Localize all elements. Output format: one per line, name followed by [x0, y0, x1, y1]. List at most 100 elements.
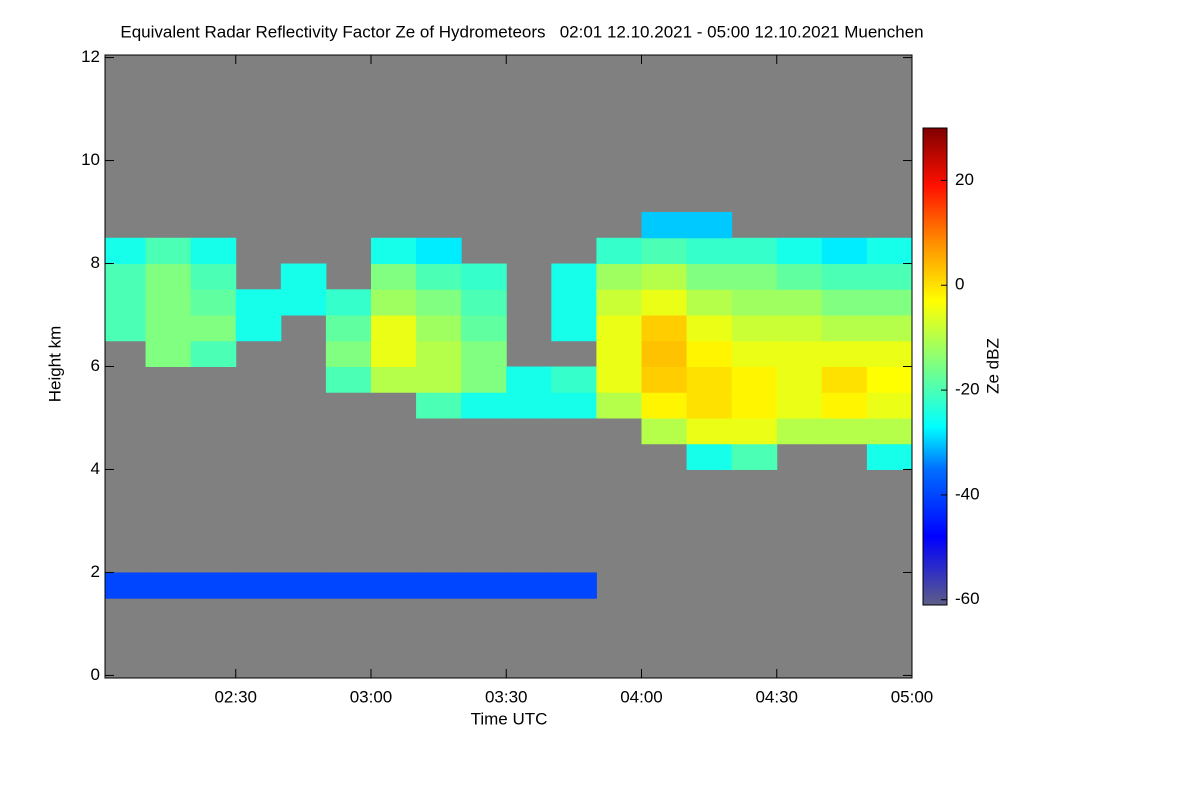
heatmap-cell	[551, 366, 597, 393]
heatmap-cell	[506, 366, 552, 393]
y-tick-label: 12	[81, 47, 100, 66]
heatmap-cell	[731, 366, 778, 393]
heatmap-cell	[551, 263, 597, 290]
heatmap-cell	[235, 315, 282, 342]
heatmap-cell	[821, 315, 868, 342]
heatmap-cell	[461, 340, 507, 367]
x-axis-label: Time UTC	[471, 709, 548, 728]
chart-title: Equivalent Radar Reflectivity Factor Ze …	[120, 22, 923, 41]
heatmap-cell	[105, 315, 147, 342]
heatmap-cell	[416, 340, 462, 367]
heatmap-cell	[686, 289, 733, 316]
heatmap-cell	[821, 289, 868, 316]
heatmap-cell	[416, 392, 462, 419]
heatmap-cell	[145, 289, 192, 316]
heatmap-cell	[416, 289, 462, 316]
heatmap-cell	[596, 392, 642, 419]
heatmap-cell	[821, 417, 868, 445]
heatmap-cell	[776, 237, 823, 265]
heatmap-cell	[866, 289, 913, 316]
x-tick-label: 03:30	[485, 687, 528, 706]
x-tick-label: 04:30	[755, 687, 798, 706]
heatmap-cell	[776, 340, 823, 367]
heatmap-cell	[686, 315, 733, 342]
heatmap-cell	[235, 572, 282, 599]
heatmap-cell	[370, 340, 417, 367]
heatmap-cell	[190, 315, 237, 342]
heatmap-cell	[416, 366, 462, 393]
heatmap-cell	[821, 366, 868, 393]
heatmap-cell	[866, 392, 913, 419]
heatmap-cell	[416, 237, 462, 265]
heatmap-cell	[235, 289, 282, 316]
heatmap-cell	[686, 417, 733, 445]
heatmap-cell	[105, 237, 147, 265]
heatmap-cell	[596, 237, 642, 265]
heatmap-cell	[370, 366, 417, 393]
heatmap-cell	[145, 237, 192, 265]
heatmap-cell	[596, 340, 642, 367]
heatmap-cell	[686, 392, 733, 419]
y-tick-label: 10	[81, 150, 100, 169]
heatmap-cell	[325, 572, 372, 599]
colorbar-tick-label: 0	[955, 275, 964, 294]
y-tick-label: 4	[91, 459, 100, 478]
heatmap-cell	[461, 366, 507, 393]
heatmap-cell	[641, 212, 688, 239]
heatmap-cell	[370, 263, 417, 290]
heatmap-cell	[325, 340, 372, 367]
heatmap-cell	[731, 443, 778, 470]
heatmap-cell	[731, 289, 778, 316]
y-tick-label: 6	[91, 356, 100, 375]
colorbar	[922, 127, 948, 606]
heatmap-cell	[821, 392, 868, 419]
heatmap-cell	[145, 340, 192, 367]
heatmap-cell	[416, 315, 462, 342]
heatmap-cell	[145, 263, 192, 290]
heatmap-cell	[596, 289, 642, 316]
heatmap-cell	[866, 417, 913, 445]
heatmap-cell	[731, 392, 778, 419]
x-tick-label: 05:00	[891, 687, 934, 706]
heatmap-cell	[145, 572, 192, 599]
heatmap-cell	[461, 263, 507, 290]
heatmap-cell	[105, 572, 147, 599]
heatmap-cell	[731, 417, 778, 445]
heatmap-cell	[866, 443, 913, 470]
y-tick-label: 0	[91, 665, 100, 684]
heatmap-cell	[325, 366, 372, 393]
heatmap-cell	[416, 572, 462, 599]
heatmap-cell	[105, 289, 147, 316]
heatmap-cell	[686, 340, 733, 367]
heatmap-cell	[190, 237, 237, 265]
heatmap-cell	[506, 392, 552, 419]
heatmap-cell	[776, 315, 823, 342]
heatmap-cell	[461, 289, 507, 316]
heatmap-cell	[596, 263, 642, 290]
heatmap-cell	[866, 237, 913, 265]
heatmap-cell	[641, 263, 688, 290]
heatmap-cell	[551, 289, 597, 316]
heatmap-cell	[731, 237, 778, 265]
x-tick-label: 04:00	[620, 687, 663, 706]
heatmap-cell	[641, 366, 688, 393]
heatmap-cell	[461, 315, 507, 342]
heatmap-cell	[866, 263, 913, 290]
heatmap-cell	[776, 289, 823, 316]
heatmap-cell	[325, 315, 372, 342]
heatmap-cell	[280, 289, 327, 316]
heatmap-cell	[190, 289, 237, 316]
heatmap-cell	[641, 237, 688, 265]
heatmap-cell	[551, 315, 597, 342]
heatmap-cell	[821, 340, 868, 367]
heatmap-cell	[776, 366, 823, 393]
heatmap-cell	[776, 263, 823, 290]
y-tick-label: 8	[91, 253, 100, 272]
x-tick-label: 02:30	[214, 687, 257, 706]
heatmap-cell	[866, 366, 913, 393]
heatmap-cell	[641, 392, 688, 419]
heatmap-cell	[596, 366, 642, 393]
colorbar-tick-label: 20	[955, 170, 974, 189]
heatmap-cell	[686, 212, 733, 239]
